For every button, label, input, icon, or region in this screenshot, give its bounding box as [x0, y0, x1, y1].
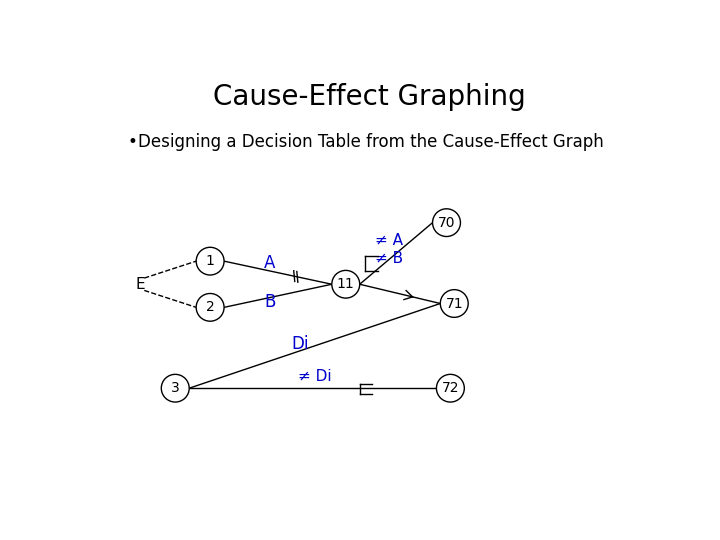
- Text: Cause-Effect Graphing: Cause-Effect Graphing: [212, 83, 526, 111]
- Text: E: E: [135, 276, 145, 292]
- Text: 70: 70: [438, 215, 455, 230]
- Text: 72: 72: [441, 381, 459, 395]
- Ellipse shape: [433, 209, 461, 237]
- Ellipse shape: [196, 247, 224, 275]
- Text: A: A: [264, 254, 276, 273]
- Ellipse shape: [332, 271, 360, 298]
- Text: 71: 71: [446, 296, 463, 310]
- Ellipse shape: [441, 289, 468, 318]
- Ellipse shape: [161, 374, 189, 402]
- Text: 1: 1: [206, 254, 215, 268]
- Text: B: B: [264, 293, 276, 311]
- Text: 2: 2: [206, 300, 215, 314]
- Text: ≠ Di: ≠ Di: [297, 369, 331, 384]
- Text: ≠ A: ≠ A: [375, 233, 403, 248]
- Text: •: •: [127, 133, 137, 151]
- Text: ≠ B: ≠ B: [375, 251, 403, 266]
- Text: Designing a Decision Table from the Cause-Effect Graph: Designing a Decision Table from the Caus…: [138, 133, 604, 151]
- Ellipse shape: [436, 374, 464, 402]
- Ellipse shape: [196, 294, 224, 321]
- Text: Di: Di: [292, 335, 309, 353]
- Text: 11: 11: [337, 277, 355, 291]
- Text: 3: 3: [171, 381, 179, 395]
